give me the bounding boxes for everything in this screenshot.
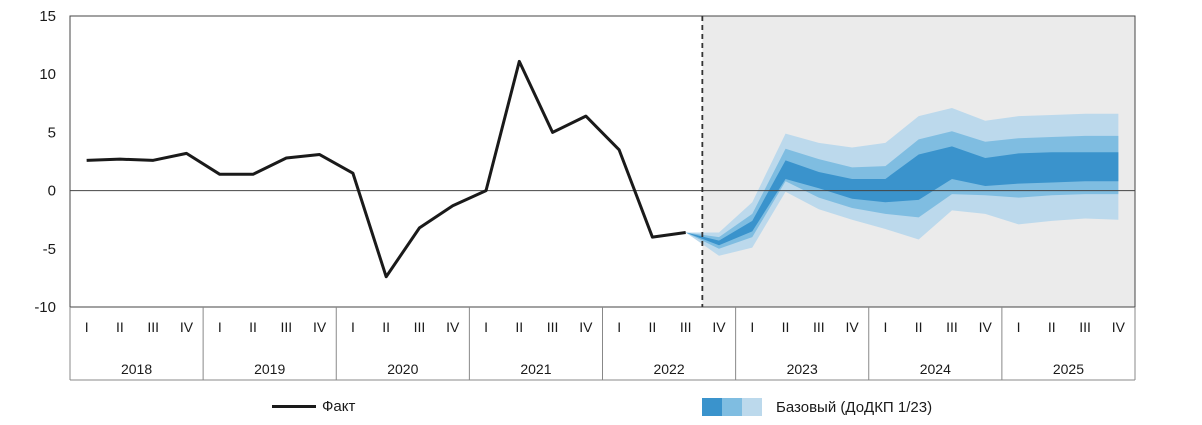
legend-fact: Факт bbox=[272, 398, 355, 415]
quarter-label: II bbox=[782, 319, 790, 335]
quarter-label: I bbox=[85, 319, 89, 335]
quarter-label: III bbox=[813, 319, 825, 335]
y-tick-label: -5 bbox=[43, 241, 56, 258]
quarter-label: II bbox=[649, 319, 657, 335]
year-label: 2019 bbox=[254, 361, 285, 377]
legend-fan-light bbox=[742, 398, 762, 416]
y-tick-label: 15 bbox=[39, 8, 56, 25]
legend-fact-label: Факт bbox=[322, 398, 356, 415]
quarter-label: II bbox=[515, 319, 523, 335]
year-label: 2018 bbox=[121, 361, 152, 377]
quarter-label: IV bbox=[712, 319, 726, 335]
quarter-label: I bbox=[218, 319, 222, 335]
quarter-label: I bbox=[351, 319, 355, 335]
legend-fan-dark bbox=[702, 398, 722, 416]
quarter-label: I bbox=[883, 319, 887, 335]
quarter-label: IV bbox=[313, 319, 327, 335]
quarter-label: II bbox=[382, 319, 390, 335]
quarter-label: IV bbox=[1112, 319, 1126, 335]
legend-fact-line bbox=[272, 405, 316, 408]
legend-fan: Базовый (ДоДКП 1/23) bbox=[702, 398, 932, 416]
quarter-label: III bbox=[547, 319, 559, 335]
quarter-label: IV bbox=[579, 319, 593, 335]
fact-line bbox=[86, 59, 686, 279]
quarter-label: III bbox=[414, 319, 426, 335]
legend-fan-label: Базовый (ДоДКП 1/23) bbox=[776, 398, 933, 416]
year-label: 2021 bbox=[520, 361, 551, 377]
quarter-label: IV bbox=[180, 319, 194, 335]
year-label: 2024 bbox=[920, 361, 951, 377]
year-label: 2025 bbox=[1053, 361, 1084, 377]
quarter-label: IV bbox=[979, 319, 993, 335]
quarter-label: III bbox=[946, 319, 958, 335]
quarter-label: II bbox=[915, 319, 923, 335]
fan-band-inner bbox=[685, 146, 1119, 246]
quarter-label: III bbox=[147, 319, 159, 335]
quarter-label: II bbox=[249, 319, 257, 335]
quarter-label: III bbox=[1079, 319, 1091, 335]
y-tick-label: 5 bbox=[48, 124, 56, 141]
quarter-label: I bbox=[750, 319, 754, 335]
quarter-label: III bbox=[680, 319, 692, 335]
quarter-label: I bbox=[617, 319, 621, 335]
quarter-label: IV bbox=[446, 319, 460, 335]
quarter-label: II bbox=[1048, 319, 1056, 335]
y-tick-label: 10 bbox=[39, 66, 56, 83]
y-tick-label: -10 bbox=[34, 299, 56, 316]
year-label: 2023 bbox=[787, 361, 818, 377]
year-label: 2022 bbox=[653, 361, 684, 377]
quarter-label: III bbox=[280, 319, 292, 335]
legend-fan-mid bbox=[722, 398, 742, 416]
year-label: 2020 bbox=[387, 361, 418, 377]
y-tick-label: 0 bbox=[48, 183, 56, 200]
quarter-label: IV bbox=[845, 319, 859, 335]
quarter-label: I bbox=[1017, 319, 1021, 335]
quarter-label: I bbox=[484, 319, 488, 335]
quarter-label: II bbox=[116, 319, 124, 335]
